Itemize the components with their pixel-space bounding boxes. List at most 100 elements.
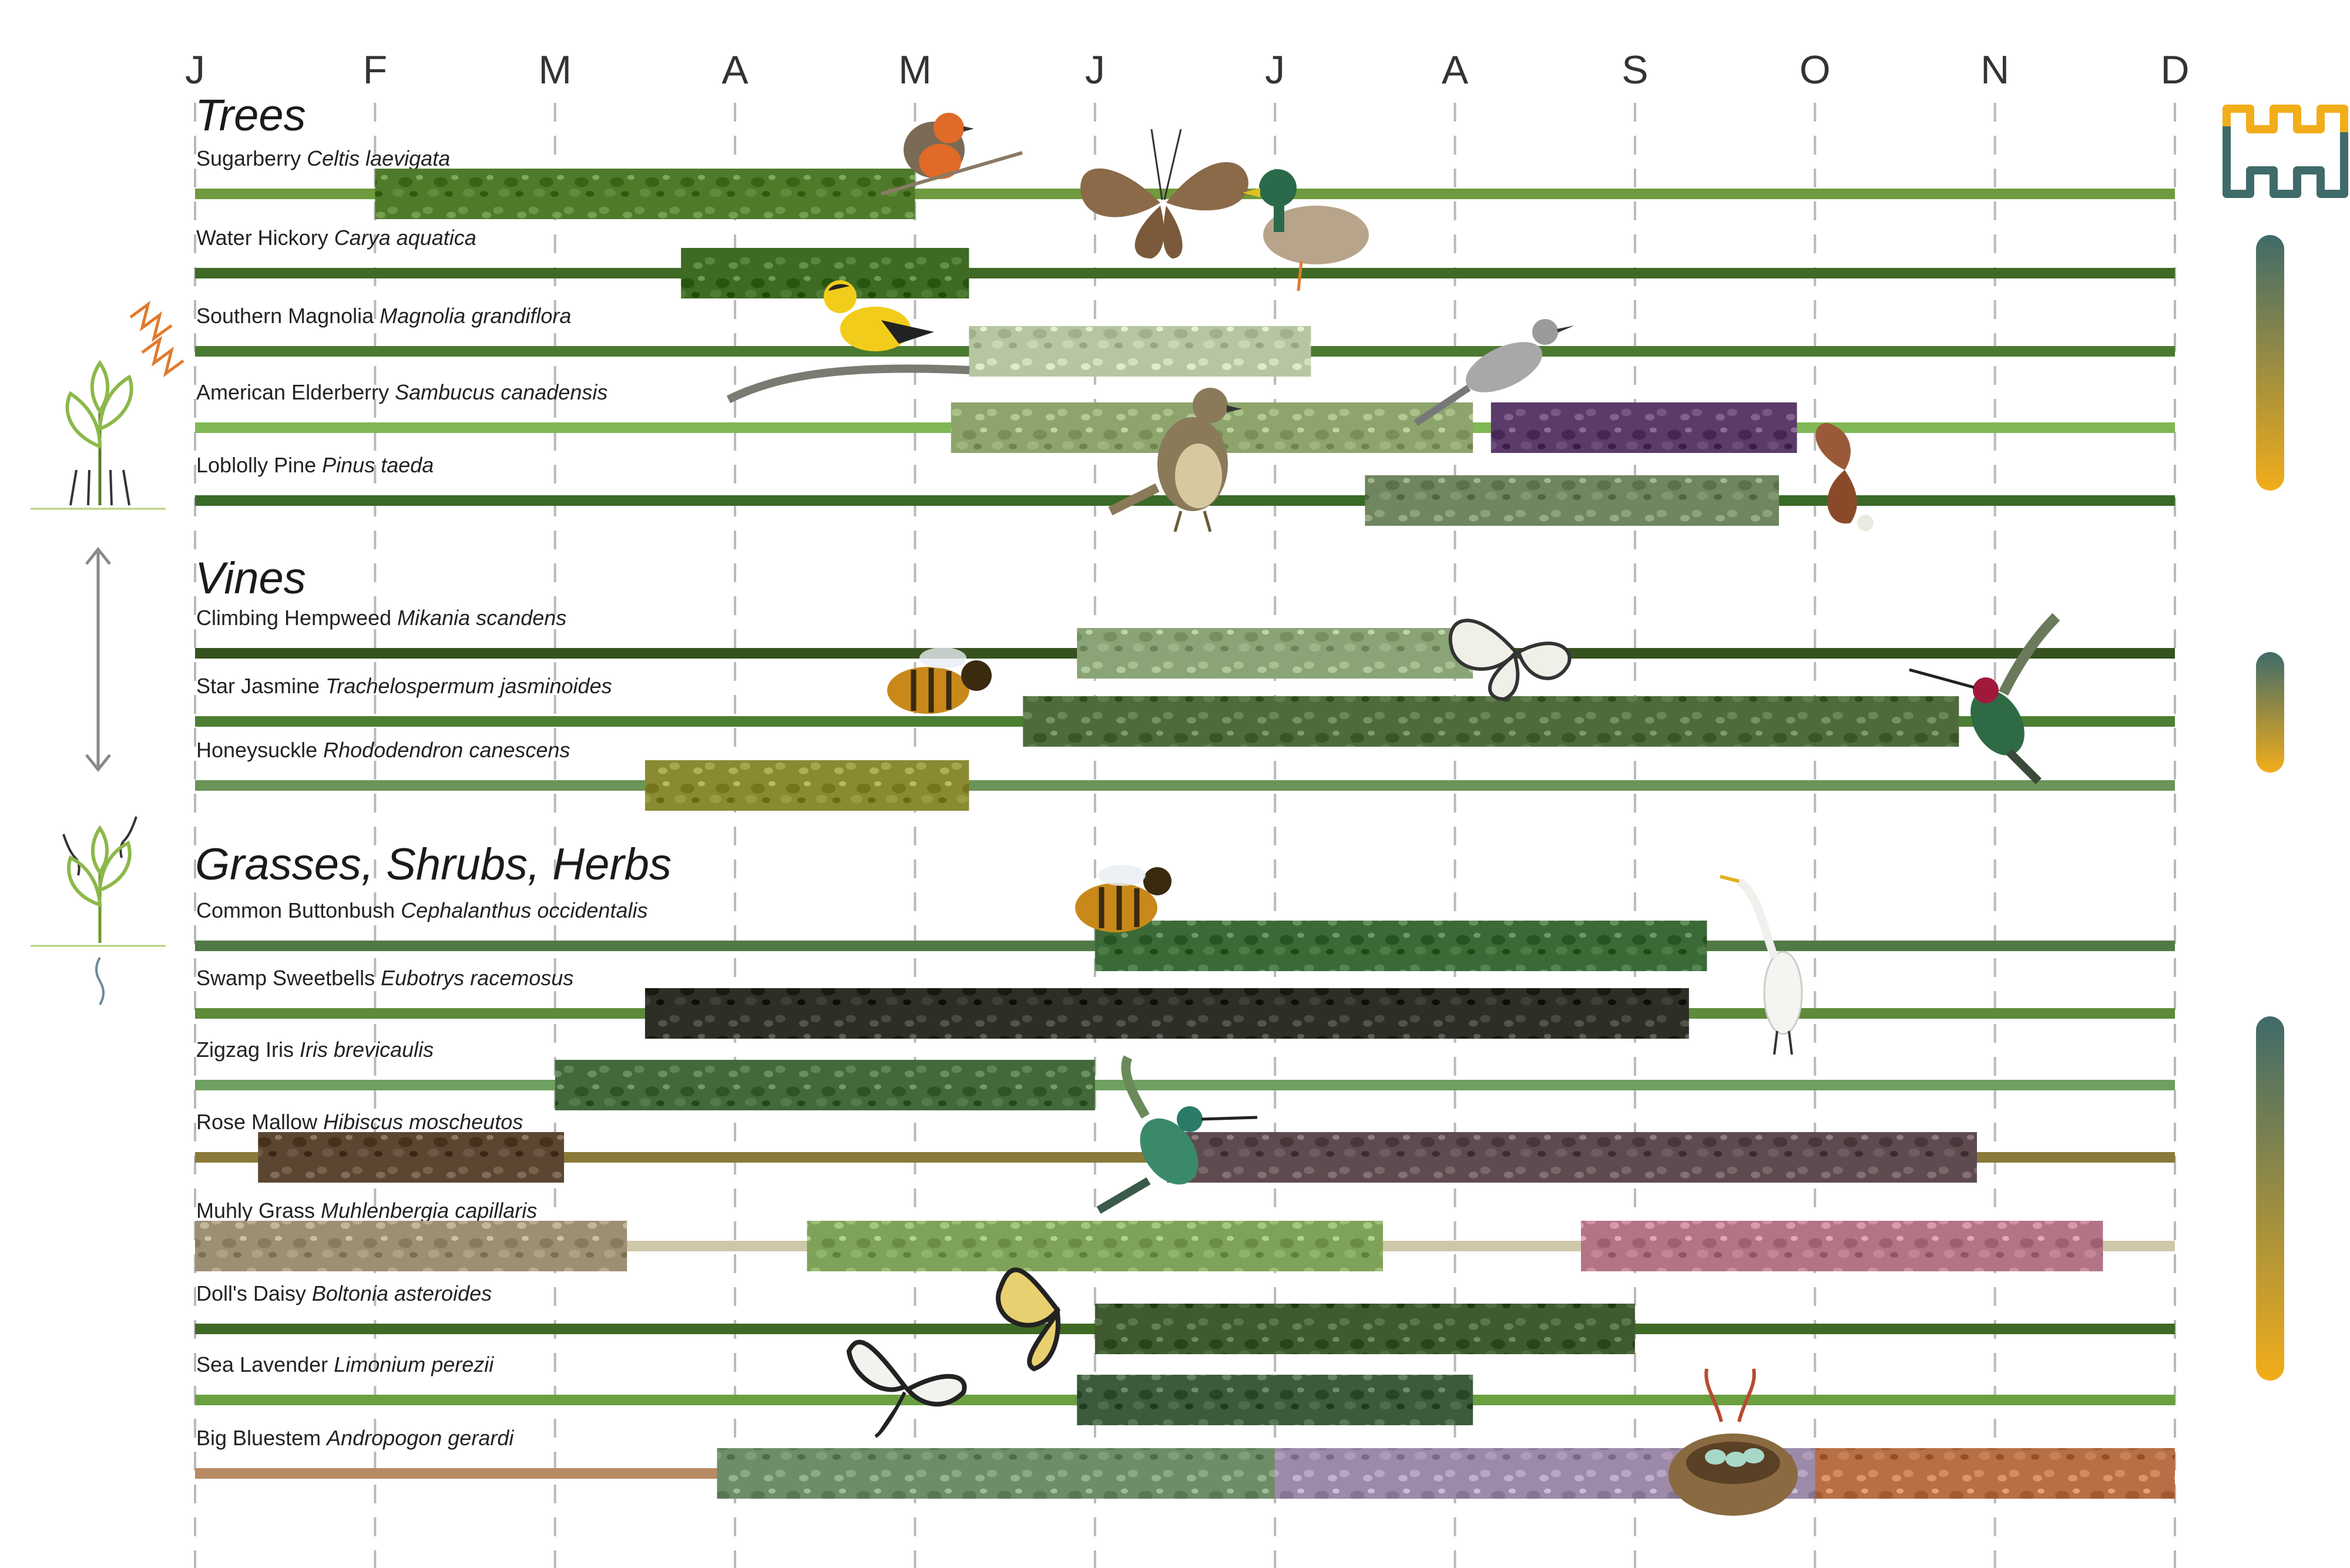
- species-label: Common Buttonbush Cephalanthus occidenta…: [196, 898, 647, 922]
- section-title: Trees: [195, 90, 306, 140]
- common-name: Climbing Hempweed: [196, 606, 397, 630]
- bloom-period-bar: [681, 248, 969, 298]
- scientific-name: Iris brevicaulis: [300, 1038, 434, 1062]
- species-label: Water Hickory Carya aquatica: [196, 226, 476, 250]
- season-gradient-pill: [2256, 235, 2284, 491]
- common-name: Muhly Grass: [196, 1198, 321, 1223]
- bloom-period-bar: [1490, 402, 1797, 453]
- month-label: A: [1442, 48, 1469, 92]
- species-label: Southern Magnolia Magnolia grandiflora: [196, 304, 571, 328]
- section-title: Grasses, Shrubs, Herbs: [195, 840, 672, 889]
- month-label: O: [1800, 48, 1831, 92]
- egret-icon: [1720, 875, 1803, 1055]
- species-label: Honeysuckle Rhododendron canescens: [196, 738, 570, 762]
- hummingbird-icon: [1909, 613, 2060, 784]
- month-label: M: [538, 48, 572, 92]
- scientific-name: Hibiscus moscheutos: [323, 1110, 523, 1134]
- species-label: Sugarberry Celtis laevigata: [196, 146, 450, 170]
- common-name: Sugarberry: [196, 146, 307, 170]
- common-name: Sea Lavender: [196, 1352, 334, 1376]
- month-label: N: [1980, 48, 2009, 92]
- scientific-name: Cephalanthus occidentalis: [401, 898, 647, 922]
- mockingbird-icon: [1414, 319, 1574, 426]
- bloom-period-bar: [969, 326, 1311, 377]
- common-name: Swamp Sweetbells: [196, 966, 381, 990]
- bloom-period-bar: [1581, 1221, 2103, 1271]
- common-name: Rose Mallow: [196, 1110, 323, 1134]
- scientific-name: Carya aquatica: [334, 226, 476, 250]
- month-label: S: [1622, 48, 1648, 92]
- duck-icon: [1243, 169, 1369, 291]
- bloom-period-bar: [555, 1060, 1095, 1110]
- white-butterfly-icon: [1448, 619, 1572, 701]
- common-name: American Elderberry: [196, 380, 395, 404]
- species-label: Loblolly Pine Pinus taeda: [196, 453, 434, 477]
- month-label: J: [1265, 48, 1285, 92]
- season-gradient-pill: [2256, 652, 2284, 773]
- butterfly-icon: [1080, 129, 1248, 258]
- nest-icon: [1668, 1368, 1798, 1516]
- species-label: Climbing Hempweed Mikania scandens: [196, 606, 566, 630]
- month-label: M: [898, 48, 932, 92]
- scientific-name: Mikania scandens: [397, 606, 566, 630]
- common-name: Star Jasmine: [196, 674, 325, 698]
- thrush-icon: [1108, 388, 1242, 532]
- scientific-name: Celtis laevigata: [307, 146, 450, 170]
- section-title: Vines: [195, 553, 306, 603]
- goldfinch-icon: [726, 280, 970, 404]
- species-label: Zigzag Iris Iris brevicaulis: [196, 1038, 434, 1062]
- common-name: Zigzag Iris: [196, 1038, 300, 1062]
- scientific-name: Eubotrys racemosus: [381, 966, 573, 990]
- bloom-period-bar: [195, 1221, 627, 1271]
- bloom-period-bar: [1077, 1375, 1473, 1425]
- species-label: Rose Mallow Hibiscus moscheutos: [196, 1110, 523, 1134]
- bloom-period-bar: [1077, 628, 1473, 679]
- common-name: Honeysuckle: [196, 738, 323, 762]
- small-butterfly-icon: [1815, 423, 1874, 531]
- scientific-name: Muhlenbergia capillaris: [321, 1198, 537, 1223]
- bloom-period-bar: [644, 988, 1689, 1039]
- seedling-growth-icon: [62, 816, 137, 1006]
- logo-icon: [2223, 105, 2348, 198]
- scientific-name: Boltonia asteroides: [312, 1281, 492, 1305]
- common-name: Southern Magnolia: [196, 304, 380, 328]
- bloom-period-bar: [258, 1132, 565, 1183]
- bloom-period-bar: [1167, 1132, 1977, 1183]
- species-label: Doll's Daisy Boltonia asteroides: [196, 1281, 492, 1305]
- common-name: Water Hickory: [196, 226, 334, 250]
- bee-icon: [1075, 865, 1171, 932]
- scientific-name: Sambucus canadensis: [395, 380, 607, 404]
- scientific-name: Rhododendron canescens: [323, 738, 570, 762]
- common-name: Loblolly Pine: [196, 453, 322, 477]
- scientific-name: Andropogon gerardi: [325, 1426, 514, 1450]
- bloom-period-bar: [1815, 1448, 2175, 1499]
- bloom-period-bar: [1095, 921, 1707, 971]
- bee-icon: [887, 647, 992, 714]
- double-arrow-icon: [85, 546, 111, 773]
- tree-growth-icon: [65, 300, 184, 506]
- bloom-period-bar: [1095, 1304, 1635, 1354]
- species-label: Sea Lavender Limonium perezii: [196, 1352, 494, 1376]
- common-name: Common Buttonbush: [196, 898, 401, 922]
- season-track: [195, 268, 2175, 278]
- season-track: [195, 780, 2175, 791]
- species-label: Swamp Sweetbells Eubotrys racemosus: [196, 966, 573, 990]
- scientific-name: Trachelospermum jasminoides: [325, 674, 612, 698]
- robin-icon: [881, 113, 1023, 196]
- bloom-period-bar: [1365, 475, 1779, 526]
- species-label: American Elderberry Sambucus canadensis: [196, 380, 607, 404]
- month-label: J: [1085, 48, 1105, 92]
- scientific-name: Magnolia grandiflora: [380, 304, 571, 328]
- season-track: [195, 1080, 2175, 1090]
- species-label: Star Jasmine Trachelospermum jasminoides: [196, 674, 612, 698]
- bloom-period-bar: [1023, 696, 1959, 747]
- scientific-name: Limonium perezii: [334, 1352, 494, 1376]
- bloom-period-bar: [644, 760, 969, 811]
- zebra-swallowtail-icon: [846, 1339, 967, 1438]
- bloom-period-bar: [375, 169, 915, 219]
- month-label: J: [185, 48, 205, 92]
- bloom-period-bar: [717, 1448, 1275, 1499]
- bloom-period-bar: [807, 1221, 1383, 1271]
- common-name: Doll's Daisy: [196, 1281, 312, 1305]
